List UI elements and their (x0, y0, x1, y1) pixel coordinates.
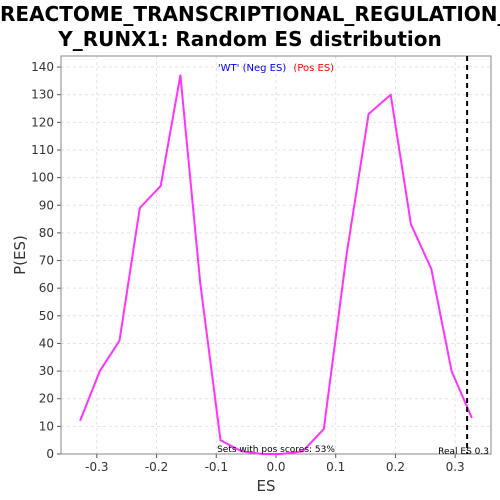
y-tick-label: 20 (39, 392, 54, 406)
x-tick-label: 0.1 (326, 460, 345, 474)
chart-title-line-2: Y_RUNX1: Random ES distribution (58, 27, 442, 51)
legend-neg-es: 'WT' (Neg ES) (218, 63, 286, 74)
y-tick-label: 100 (31, 171, 54, 185)
y-tick-label: 110 (31, 143, 54, 157)
y-tick-label: 10 (39, 419, 54, 433)
y-tick-label: 60 (39, 281, 54, 295)
x-tick-label: -0.2 (145, 460, 168, 474)
y-tick-label: 50 (39, 309, 54, 323)
real-es-annotation: Real ES 0.3 (438, 447, 489, 457)
x-tick-label: 0.0 (266, 460, 285, 474)
y-tick-label: 130 (31, 88, 54, 102)
pos-scores-annotation: Sets with pos scores: 53% (217, 445, 335, 455)
y-tick-label: 70 (39, 254, 54, 268)
y-tick-label: 90 (39, 198, 54, 212)
x-tick-label: 0.2 (386, 460, 405, 474)
y-tick-label: 80 (39, 226, 54, 240)
x-axis-title: ES (257, 477, 276, 495)
y-tick-label: 40 (39, 336, 54, 350)
y-tick-label: 140 (31, 60, 54, 74)
series-layer (79, 74, 473, 455)
x-tick-label: -0.1 (205, 460, 228, 474)
y-tick-label: 30 (39, 364, 54, 378)
chart-title: REACTOME_TRANSCRIPTIONAL_REGULATION_B Y_… (0, 2, 500, 52)
y-tick-label: 120 (31, 115, 54, 129)
chart-title-line-1: REACTOME_TRANSCRIPTIONAL_REGULATION_B (0, 2, 500, 26)
y-tick-label: 0 (46, 447, 54, 461)
es-distribution-line (79, 74, 473, 455)
y-axis-title: P(ES) (11, 235, 29, 275)
x-tick-label: -0.3 (85, 460, 108, 474)
grid (61, 56, 491, 455)
legend: 'WT' (Neg ES) (Pos ES) (218, 63, 334, 74)
x-tick-label: 0.3 (446, 460, 465, 474)
legend-pos-es: (Pos ES) (293, 63, 334, 74)
